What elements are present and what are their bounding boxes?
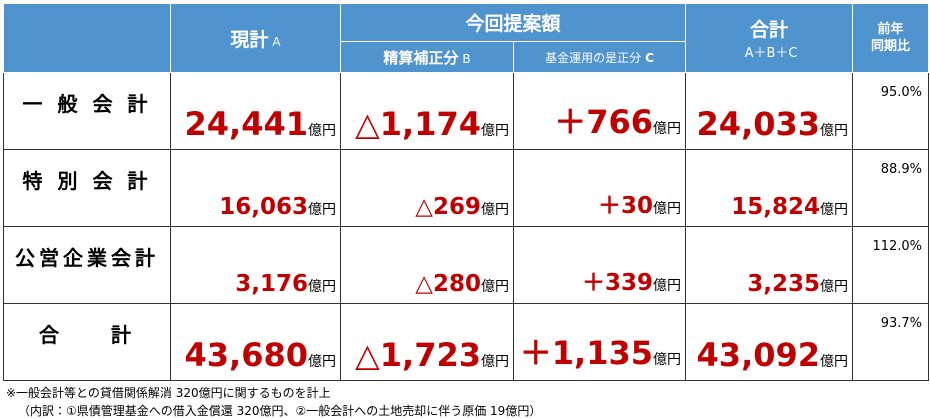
amount: ＋1,135 xyxy=(519,334,654,372)
amount-cell: ＋1,135億円 xyxy=(512,303,687,381)
amount-cell: 16,063億円 xyxy=(170,149,341,227)
unit: 億円 xyxy=(481,202,509,218)
amount-cell: △269億円 xyxy=(340,149,514,227)
header-yoy: 前年 同期比 xyxy=(852,3,930,73)
header-c: 基金運用の是正分 C xyxy=(512,41,687,73)
header-sub: A＋B＋C xyxy=(744,46,798,61)
header-b: 精算補正分 B xyxy=(340,41,514,73)
amount-cell: 43,680億円 xyxy=(170,303,341,381)
unit: 億円 xyxy=(308,123,336,139)
amount: 3,235 xyxy=(747,271,821,297)
header-sub: B xyxy=(462,51,471,66)
table-row: 一 般 会 計 24,441億円 △1,174億円 ＋766億円 24,033億円 95.… xyxy=(3,72,930,150)
unit: 億円 xyxy=(308,202,336,218)
amount: ＋30 xyxy=(598,193,654,219)
amount: 3,176 xyxy=(235,271,308,297)
row-label: 合 計 xyxy=(3,303,171,381)
yoy-cell: 95.0% xyxy=(852,72,930,150)
note: （内訳：①県債管理基金への借入金償還 320億円、②一般会計への土地売却に伴う原… xyxy=(18,404,542,418)
amount: 15,824 xyxy=(731,194,821,220)
unit: 億円 xyxy=(653,121,682,137)
header-current: 現計 A xyxy=(170,3,341,73)
row-label: 特 別 会 計 xyxy=(3,149,171,227)
unit: 億円 xyxy=(308,354,336,370)
amount: ＋766 xyxy=(554,103,654,141)
table-row: 合 計 43,680億円 △1,723億円 ＋1,135億円 43,092億円 93.7% xyxy=(3,303,930,381)
amount: 24,441 xyxy=(184,105,308,143)
unit: 億円 xyxy=(820,202,849,218)
table-body: 一 般 会 計 24,441億円 △1,174億円 ＋766億円 24,033億円 95.… xyxy=(3,72,930,381)
amount: ＋339 xyxy=(582,270,654,296)
amount-cell: ＋766億円 xyxy=(512,72,687,150)
note: ※一般会計等との貸借関係解消 320億円に関するものを計上 xyxy=(6,386,331,400)
header-sub: A xyxy=(272,34,281,49)
amount-cell: △280億円 xyxy=(340,226,514,304)
header-text: 精算補正分 xyxy=(383,48,459,67)
row-label: 公営企業会計 xyxy=(3,226,171,304)
header-text: 前年 xyxy=(877,22,904,37)
amount-cell: △1,174億円 xyxy=(340,72,514,150)
amount-cell: ＋30億円 xyxy=(512,149,687,227)
amount: 24,033 xyxy=(696,105,821,143)
amount-cell: 15,824億円 xyxy=(685,149,854,227)
header-sub: C xyxy=(645,50,654,65)
amount-cell: 24,441億円 xyxy=(170,72,341,150)
yoy-cell: 112.0% xyxy=(852,226,930,304)
amount: 43,680 xyxy=(184,336,308,374)
yoy-cell: 93.7% xyxy=(852,303,930,381)
amount-cell: 3,235億円 xyxy=(685,226,854,304)
unit: 億円 xyxy=(820,123,849,139)
header-proposal: 今回提案額 xyxy=(339,3,687,42)
unit: 億円 xyxy=(481,354,509,370)
budget-table: 現計 A 今回提案額 合計 A＋B＋C 前年同期比 精算補正分 B 基金運用の是正分 C… xyxy=(3,3,930,381)
header-text: 基金運用の是正分 xyxy=(545,50,642,65)
amount: 43,092 xyxy=(696,336,821,374)
unit: 億円 xyxy=(308,279,336,295)
amount-cell: 3,176億円 xyxy=(170,226,341,304)
unit: 億円 xyxy=(481,279,509,295)
amount: △269 xyxy=(415,194,481,220)
unit: 億円 xyxy=(820,354,849,370)
amount-cell: 43,092億円 xyxy=(685,303,854,381)
unit: 億円 xyxy=(481,123,509,139)
header-text: 現計 xyxy=(230,28,269,51)
unit: 億円 xyxy=(653,352,682,368)
unit: 億円 xyxy=(653,201,682,217)
table-row: 公営企業会計 3,176億円 △280億円 ＋339億円 3,235億円 112.0% xyxy=(3,226,930,304)
amount: △1,723 xyxy=(355,336,481,374)
amount-cell: ＋339億円 xyxy=(512,226,687,304)
yoy-cell: 88.9% xyxy=(852,149,930,227)
amount: △1,174 xyxy=(355,105,481,143)
amount-cell: 24,033億円 xyxy=(685,72,854,150)
unit: 億円 xyxy=(820,279,849,295)
amount-cell: △1,723億円 xyxy=(340,303,514,381)
header-blank xyxy=(3,3,171,73)
row-label: 一 般 会 計 xyxy=(3,72,171,150)
header-total: 合計 A＋B＋C xyxy=(685,3,854,73)
amount: △280 xyxy=(415,271,481,297)
table-row: 特 別 会 計 16,063億円 △269億円 ＋30億円 15,824億円 88.9% xyxy=(3,149,930,227)
unit: 億円 xyxy=(653,278,682,294)
header-text: 合計 xyxy=(750,19,789,41)
header-text: 同期比 xyxy=(871,39,911,54)
amount: 16,063 xyxy=(219,194,308,220)
